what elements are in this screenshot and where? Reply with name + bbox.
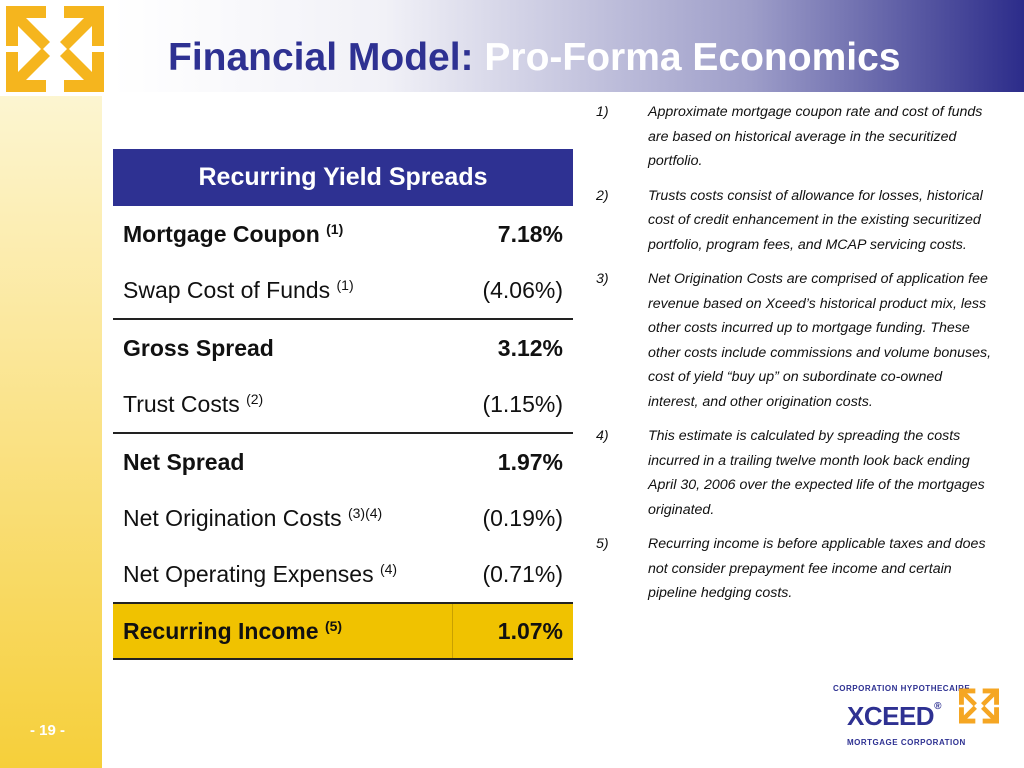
footnote-number: 2): [596, 187, 609, 204]
title-part-2: Pro-Forma Economics: [484, 36, 901, 79]
row-value: 3.12%: [497, 335, 563, 361]
footnote-number: 4): [596, 428, 609, 444]
footnote-number: 3): [596, 271, 609, 287]
footnote-text: Recurring income is before applicable ta…: [648, 536, 986, 601]
logo-registered-mark: ®: [934, 701, 941, 712]
page-title: Financial Model: Pro-Forma Economics: [168, 34, 900, 82]
table-row: Mortgage Coupon (1) 7.18%: [113, 206, 573, 262]
table-row: Net Operating Expenses (4) (0.71%): [113, 546, 573, 602]
logo-name: XCEED: [847, 701, 935, 731]
footnote-number: 5): [596, 536, 609, 552]
logo-bottom-text: MORTGAGE CORPORATION: [847, 738, 966, 747]
table-row: Swap Cost of Funds (1) (4.06%): [113, 262, 573, 318]
row-note: (4): [379, 561, 398, 577]
row-value: 1.97%: [497, 449, 563, 475]
row-value: (0.19%): [482, 505, 563, 531]
row-value: (4.06%): [482, 277, 563, 303]
row-label: Net Operating Expenses: [123, 561, 374, 587]
footnote-number: 1): [596, 104, 609, 120]
footnote-text: Net Origination Costs are comprised of a…: [648, 271, 992, 410]
row-note: (1): [336, 277, 354, 293]
row-label: Trust Costs: [123, 391, 240, 417]
row-label: Recurring Income: [123, 618, 319, 644]
footnote-text: Approximate mortgage coupon rate and cos…: [648, 104, 983, 169]
xceed-arrows-logo-icon: [6, 6, 104, 92]
row-note: (5): [324, 618, 343, 634]
table-row-total: Recurring Income (5) 1.07%: [113, 602, 573, 660]
left-sidebar-band: [0, 0, 102, 768]
table-row: Net Origination Costs (3)(4) (0.19%): [113, 490, 573, 546]
footnote: 5) Recurring income is before applicable…: [596, 532, 996, 606]
row-note: (3)(4): [347, 505, 383, 521]
row-note: (1): [326, 221, 344, 237]
header-gradient-band: [112, 0, 1024, 92]
row-label: Gross Spread: [123, 335, 274, 361]
yield-spreads-table: Recurring Yield Spreads Mortgage Coupon …: [113, 149, 573, 660]
footnote-text: Trusts costs consist of allowance for lo…: [648, 187, 983, 253]
table-row: Gross Spread 3.12%: [113, 318, 573, 376]
footnotes: 1) Approximate mortgage coupon rate and …: [596, 100, 996, 616]
row-value: 7.18%: [497, 221, 563, 247]
footnote: 4) This estimate is calculated by spread…: [596, 424, 996, 522]
row-value: (0.71%): [482, 561, 563, 587]
table-row: Trust Costs (2) (1.15%): [113, 376, 573, 432]
cell-divider: [452, 604, 453, 658]
table-header: Recurring Yield Spreads: [113, 149, 573, 206]
row-label: Swap Cost of Funds: [123, 277, 331, 303]
row-label: Net Spread: [123, 449, 245, 475]
page-number: - 19 -: [30, 722, 66, 739]
table-row: Net Spread 1.97%: [113, 432, 573, 490]
logo-top-text: CORPORATION HYPOTHECAIRE: [833, 684, 971, 693]
footnote-text: This estimate is calculated by spreading…: [648, 428, 985, 518]
row-note: (2): [246, 391, 264, 407]
row-value: (1.15%): [482, 391, 563, 417]
footnote: 3) Net Origination Costs are comprised o…: [596, 267, 996, 414]
footnote: 1) Approximate mortgage coupon rate and …: [596, 100, 996, 174]
title-part-1: Financial Model:: [168, 36, 474, 79]
footnote: 2) Trusts costs consist of allowance for…: [596, 184, 996, 258]
row-label: Net Origination Costs: [123, 505, 342, 531]
row-label: Mortgage Coupon: [123, 221, 320, 247]
row-value: 1.07%: [497, 618, 563, 644]
xceed-logo: CORPORATION HYPOTHECAIRE XCEED® MORTGAGE…: [833, 684, 1003, 750]
xceed-arrows-logo-icon: [959, 688, 999, 724]
logo-area: [0, 0, 112, 96]
